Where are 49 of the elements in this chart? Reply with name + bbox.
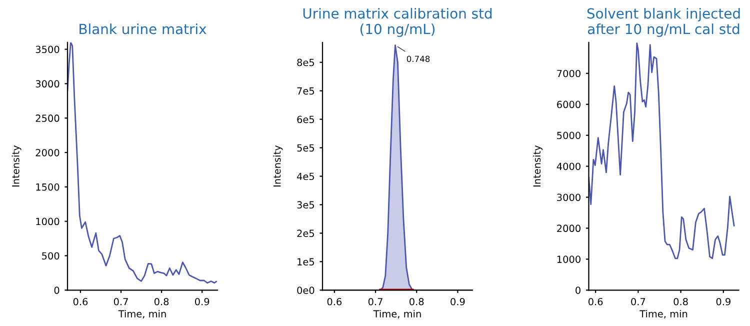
x-axis-title: Time, min [118,310,166,318]
y-tick-label: 4000 [556,162,580,170]
y-tick-label: 7000 [557,70,580,78]
chart-title: Blank urine matrix [80,23,206,34]
y-tick-label: 6e5 [297,116,314,124]
y-tick-label: 5000 [557,132,580,140]
x-tick-label: 0.6 [327,298,342,306]
y-tick-label: 3000 [36,80,60,88]
y-tick-label: 2500 [36,114,60,122]
x-tick-label: 0.7 [114,298,128,306]
y-tick-label: 1000 [36,218,60,226]
x-tick-label: 0.9 [716,298,730,306]
x-tick-label: 0.8 [674,298,688,306]
y-tick-label: 0e0 [297,286,314,294]
x-tick-label: 0.8 [410,298,424,306]
y-tick-label: 5e5 [297,144,314,152]
y-tick-label: 1000 [557,256,580,263]
y-axis-title: Intensity [533,145,542,186]
line-series [68,42,217,284]
y-tick-label: 7e5 [297,87,314,95]
x-tick-label: 0.8 [154,298,169,306]
x-tick-label: 0.6 [588,298,603,306]
y-axis-title: Intensity [273,145,283,186]
line-series [588,42,735,260]
y-tick-label: 3e5 [297,201,314,209]
y-tick-label: 1500 [36,183,60,191]
chart-title: Solvent blank injected after 10 ng/mL cal std [587,8,740,37]
y-tick-label: 3500 [36,46,60,54]
y-tick-label: 0 [54,286,60,294]
y-tick-label: 8e5 [297,58,314,66]
x-tick-label: 0.7 [631,298,646,306]
x-tick-label: 0.6 [73,298,88,306]
y-tick-label: 2000 [557,224,580,232]
y-tick-label: 4e5 [296,172,314,180]
x-axis-title: Time, min [640,310,688,318]
y-tick-label: 0 [576,286,580,294]
annotation: 0.748 [406,56,430,62]
y-tick-label: 3000 [557,194,580,202]
y-tick-label: 2000 [36,148,60,156]
chart-title: Urine matrix calibration std (10 ng/mL) [303,8,492,37]
y-tick-label: 2e5 [297,230,314,238]
x-axis-title: Time, min [373,310,421,318]
x-tick-label: 0.7 [368,298,382,306]
y-tick-label: 1e5 [298,258,314,266]
x-tick-label: 0.9 [450,298,465,306]
y-tick-label: 6000 [557,100,580,108]
y-tick-label: 500 [42,252,60,260]
x-tick-label: 0.9 [195,298,210,306]
y-axis-title: Intensity [12,145,22,186]
